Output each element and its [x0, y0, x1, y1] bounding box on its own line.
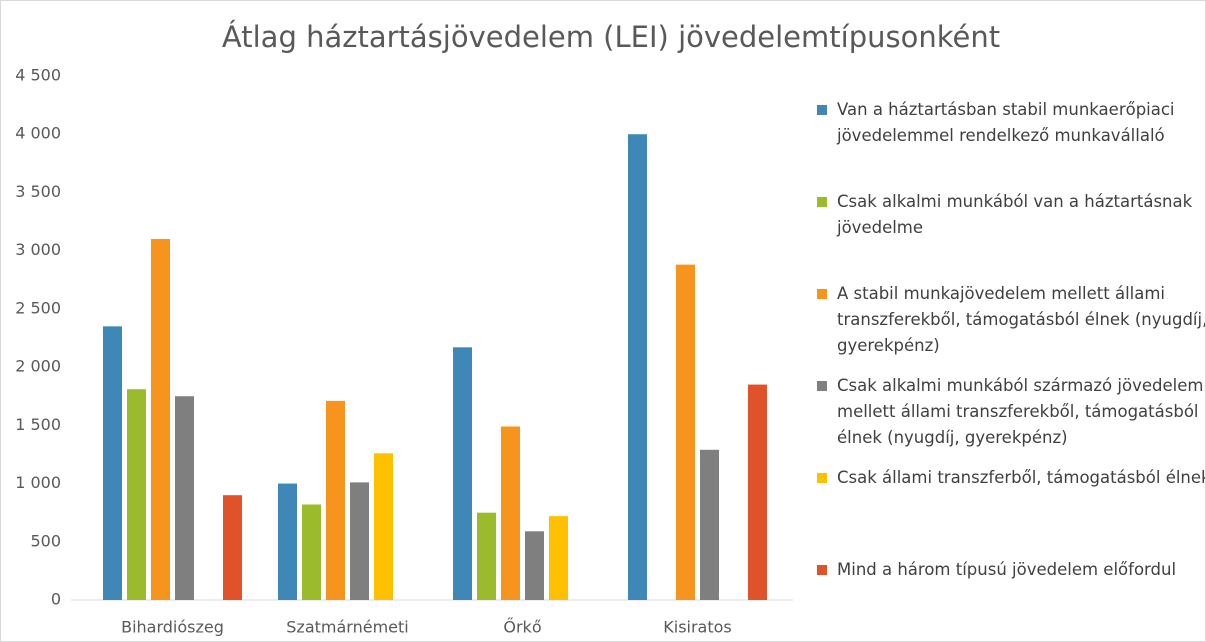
legend-entry: Csak alkalmi munkából van a háztartásnak…	[817, 189, 1205, 241]
legend-swatch	[817, 565, 827, 575]
bar	[103, 326, 122, 600]
bar	[151, 239, 170, 600]
y-tick-label: 4 000	[15, 124, 61, 143]
y-tick-label: 1 000	[15, 473, 61, 492]
legend-swatch	[817, 197, 827, 207]
bar	[278, 483, 297, 600]
bar	[374, 453, 393, 600]
legend-label: Csak alkalmi munkából származó jövedelem…	[837, 376, 1204, 447]
legend-entry: Csak alkalmi munkából származó jövedelem…	[817, 373, 1205, 451]
y-tick-label: 500	[30, 531, 61, 550]
x-tick-label: Bihardiószeg	[121, 618, 224, 637]
y-tick-label: 3 500	[15, 182, 61, 201]
y-tick-label: 3 000	[15, 240, 61, 259]
y-tick-label: 0	[51, 590, 61, 609]
legend-swatch	[817, 473, 827, 483]
legend-label: Csak állami transzferből, támogatásból é…	[837, 468, 1206, 487]
legend-swatch	[817, 381, 827, 391]
bar	[453, 347, 472, 600]
bar	[748, 384, 767, 600]
x-tick-label: Kisiratos	[663, 618, 732, 637]
legend-entry: Mind a három típusú jövedelem előfordul	[817, 557, 1205, 583]
y-tick-label: 2 000	[15, 357, 61, 376]
x-tick-label: Szatmárnémeti	[286, 618, 408, 637]
bar	[676, 264, 695, 600]
legend-entry: Van a háztartásban stabil munkaerőpiaci …	[817, 97, 1205, 149]
legend-entry: A stabil munkajövedelem mellett állami t…	[817, 281, 1206, 359]
y-tick-label: 4 500	[15, 66, 61, 85]
bar	[302, 504, 321, 600]
legend-label: Van a háztartásban stabil munkaerőpiaci …	[837, 100, 1175, 145]
bar	[477, 512, 496, 600]
bar	[628, 134, 647, 600]
legend-swatch	[817, 289, 827, 299]
y-tick-label: 2 500	[15, 298, 61, 317]
bar	[700, 449, 719, 600]
bar	[223, 495, 242, 600]
legend-label: Mind a három típusú jövedelem előfordul	[837, 560, 1177, 579]
bar	[525, 531, 544, 600]
bar	[175, 396, 194, 600]
x-tick-label: Őrkő	[503, 617, 541, 637]
bar	[326, 400, 345, 600]
bar	[549, 516, 568, 600]
legend-label: Csak alkalmi munkából van a háztartásnak…	[837, 192, 1193, 237]
bar	[350, 482, 369, 600]
legend-entry: Csak állami transzferből, támogatásból é…	[817, 465, 1206, 491]
bar	[127, 389, 146, 600]
bar	[501, 426, 520, 600]
legend-label: A stabil munkajövedelem mellett állami t…	[837, 284, 1206, 355]
legend-swatch	[817, 105, 827, 115]
y-tick-label: 1 500	[15, 415, 61, 434]
chart-title: Átlag háztartásjövedelem (LEI) jövedelem…	[222, 20, 1000, 54]
